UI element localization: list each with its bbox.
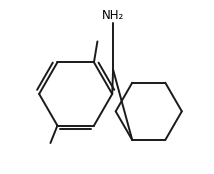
Text: NH₂: NH₂ [102, 9, 124, 22]
